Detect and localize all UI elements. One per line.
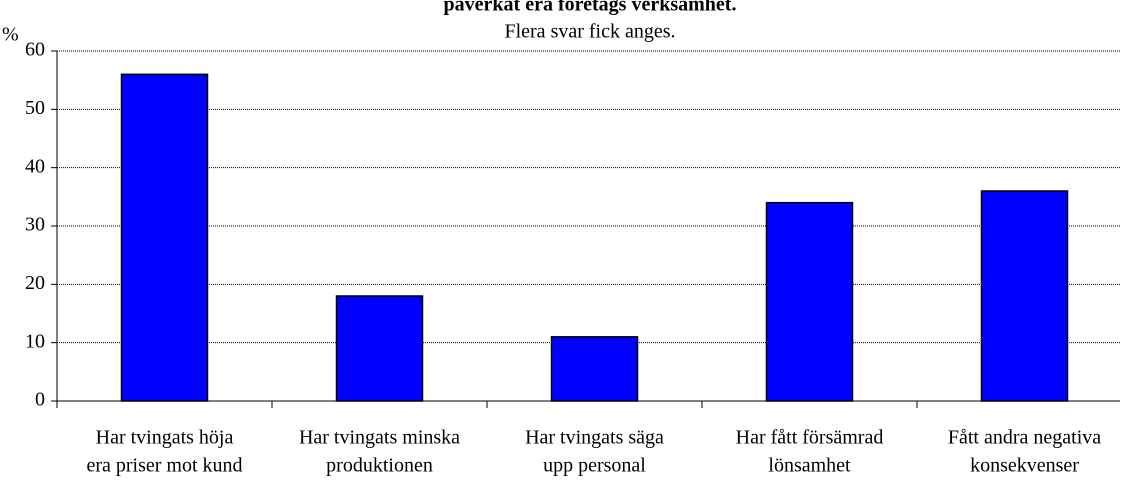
y-tick-label: 40 (25, 155, 45, 177)
x-tick-label: Har fått försämrad (736, 427, 884, 449)
x-tick-label: lönsamhet (768, 455, 851, 477)
bar (980, 190, 1069, 402)
x-tick-label: Har tvingats höja (96, 427, 234, 449)
bar (550, 336, 639, 402)
y-tick-label: 0 (35, 389, 45, 411)
x-tick-label: konsekvenser (970, 455, 1079, 477)
y-tick-label: 10 (25, 330, 45, 352)
bar (335, 295, 424, 402)
chart-title: påverkat era företags verksamhet. (444, 0, 737, 16)
x-tick-label: Fått andra negativa (948, 427, 1101, 449)
chart-subtitle: Flera svar fick anges. (504, 21, 675, 43)
bar (765, 201, 854, 402)
x-tick-label: produktionen (326, 455, 433, 477)
y-tick-label: 30 (25, 214, 45, 236)
x-tick-label: upp personal (543, 455, 646, 477)
bar (120, 73, 209, 402)
y-tick-label: 60 (25, 39, 45, 61)
y-axis-label: % (2, 24, 19, 46)
x-tick-label: Har tvingats minska (299, 427, 460, 449)
x-tick-label: era priser mot kund (86, 455, 242, 477)
y-tick-label: 50 (25, 97, 45, 119)
y-tick-label: 20 (25, 272, 45, 294)
x-tick-label: Har tvingats säga (525, 427, 664, 449)
